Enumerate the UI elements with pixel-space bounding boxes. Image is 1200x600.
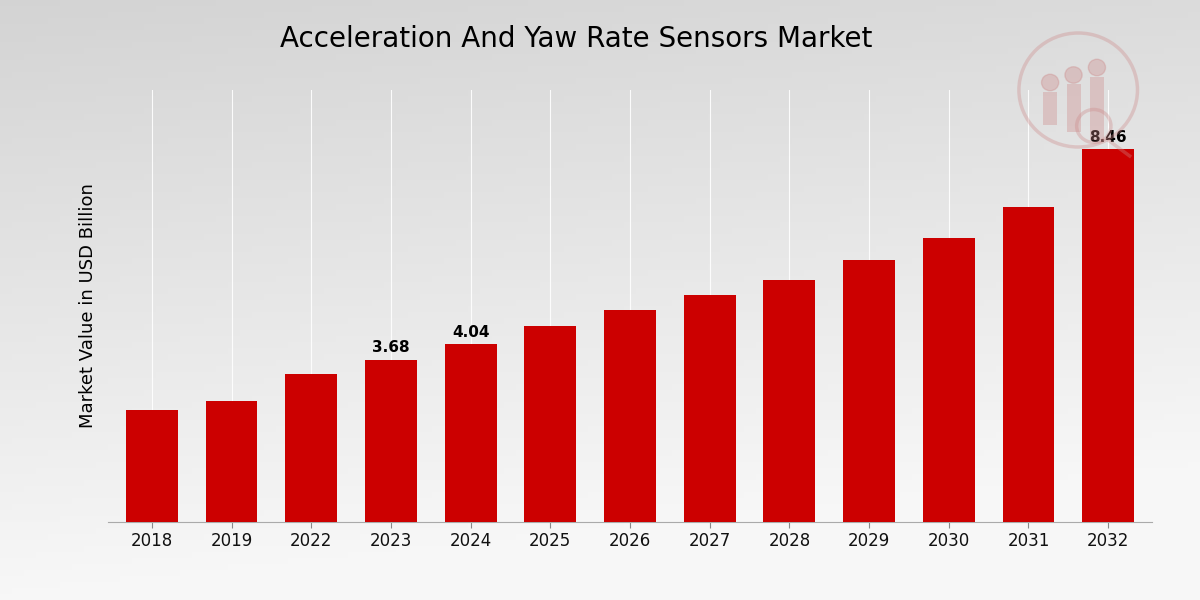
Bar [1002,207,1055,522]
Y-axis label: Market Value in USD Billion: Market Value in USD Billion [79,184,97,428]
Bar [1082,149,1134,522]
Text: 4.04: 4.04 [452,325,490,340]
Bar [1043,91,1057,124]
Bar [604,310,656,522]
Circle shape [1064,67,1082,83]
Bar [844,260,895,522]
Bar [365,360,416,522]
Bar [205,401,258,522]
Bar [445,344,497,522]
Bar [923,238,974,522]
Bar [286,374,337,522]
Text: 8.46: 8.46 [1090,130,1127,145]
Bar [126,410,178,522]
Circle shape [1088,59,1105,76]
Bar [684,295,736,522]
Text: 3.68: 3.68 [372,340,409,355]
Circle shape [1042,74,1058,91]
Bar [1067,84,1080,132]
Bar [763,280,815,522]
Bar [1090,76,1104,139]
Bar [524,326,576,522]
Text: Acceleration And Yaw Rate Sensors Market: Acceleration And Yaw Rate Sensors Market [280,25,872,53]
